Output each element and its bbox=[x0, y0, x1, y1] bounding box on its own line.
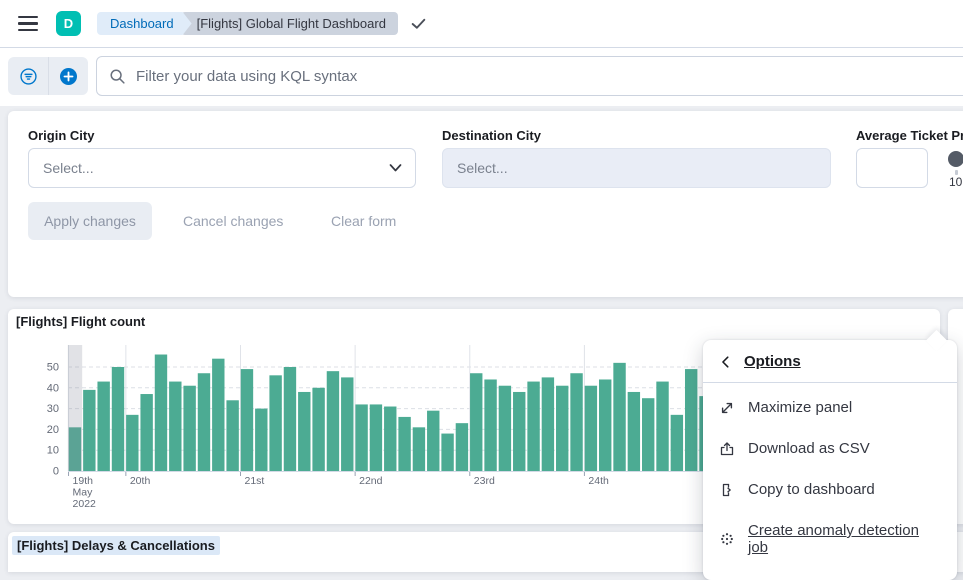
svg-text:22nd: 22nd bbox=[359, 475, 383, 487]
destination-city-select[interactable]: Select... bbox=[442, 148, 831, 188]
origin-city-placeholder: Select... bbox=[43, 160, 94, 176]
destination-city-placeholder: Select... bbox=[457, 160, 508, 176]
svg-text:May: May bbox=[73, 487, 94, 499]
svg-text:40: 40 bbox=[47, 382, 59, 394]
breadcrumb: Dashboard [Flights] Global Flight Dashbo… bbox=[97, 12, 398, 35]
menu-divider bbox=[703, 382, 957, 383]
svg-text:21st: 21st bbox=[244, 475, 264, 487]
svg-text:23rd: 23rd bbox=[474, 475, 495, 487]
maximize-icon bbox=[719, 400, 735, 416]
download-icon bbox=[719, 441, 735, 457]
menu-header-back[interactable]: Options bbox=[703, 340, 957, 382]
price-slider-min-label: 10 bbox=[949, 175, 963, 189]
menu-list: Maximize panel Download as CSV bbox=[703, 383, 957, 568]
price-slider-tick bbox=[955, 170, 958, 175]
price-slider-handle[interactable] bbox=[948, 151, 963, 167]
delays-panel-title[interactable]: [Flights] Delays & Cancellations bbox=[12, 536, 220, 555]
svg-text:20th: 20th bbox=[130, 475, 151, 487]
check-icon[interactable] bbox=[410, 15, 427, 32]
space-avatar[interactable]: D bbox=[56, 11, 81, 36]
copy-icon bbox=[719, 482, 735, 498]
menu-item-copy-to-dashboard[interactable]: Copy to dashboard bbox=[703, 469, 957, 510]
menu-hamburger-icon[interactable] bbox=[18, 16, 38, 31]
avg-ticket-price-label: Average Ticket Price bbox=[856, 128, 963, 143]
breadcrumb-current-dashboard[interactable]: [Flights] Global Flight Dashboard bbox=[180, 12, 398, 35]
svg-text:24th: 24th bbox=[588, 475, 609, 487]
menu-item-create-anomaly-job[interactable]: Create anomaly detection job bbox=[703, 510, 957, 568]
origin-city-label: Origin City bbox=[28, 128, 95, 143]
filter-button-group bbox=[8, 57, 88, 95]
svg-text:30: 30 bbox=[47, 403, 59, 415]
svg-text:50: 50 bbox=[47, 362, 59, 374]
query-bar: Filter your data using KQL syntax bbox=[0, 48, 963, 106]
add-filter-icon[interactable] bbox=[8, 57, 48, 95]
avg-ticket-price-input[interactable] bbox=[856, 148, 928, 188]
origin-city-select[interactable]: Select... bbox=[28, 148, 416, 188]
chevron-down-icon bbox=[389, 164, 402, 172]
menu-item-maximize-panel[interactable]: Maximize panel bbox=[703, 387, 957, 428]
breadcrumb-dashboard[interactable]: Dashboard bbox=[97, 12, 192, 35]
menu-item-label: Create anomaly detection job bbox=[748, 522, 919, 556]
chevron-left-icon bbox=[722, 355, 729, 368]
svg-text:20: 20 bbox=[47, 424, 59, 436]
apply-changes-button[interactable]: Apply changes bbox=[28, 202, 152, 240]
svg-text:10: 10 bbox=[47, 445, 59, 457]
clear-form-button[interactable]: Clear form bbox=[331, 202, 396, 240]
controls-panel: Origin City Destination City Average Tic… bbox=[8, 111, 963, 297]
svg-text:0: 0 bbox=[53, 466, 59, 478]
menu-title: Options bbox=[744, 353, 801, 370]
add-control-plus-icon[interactable] bbox=[48, 57, 88, 95]
machine-learning-icon bbox=[719, 531, 735, 547]
cancel-changes-button[interactable]: Cancel changes bbox=[183, 202, 283, 240]
flight-count-panel-title[interactable]: [Flights] Flight count bbox=[16, 314, 146, 329]
kql-placeholder: Filter your data using KQL syntax bbox=[136, 67, 358, 85]
menu-item-label: Maximize panel bbox=[748, 399, 853, 416]
search-icon bbox=[110, 68, 125, 84]
svg-text:19th: 19th bbox=[73, 475, 94, 487]
menu-item-download-csv[interactable]: Download as CSV bbox=[703, 428, 957, 469]
menu-item-label: Copy to dashboard bbox=[748, 481, 875, 498]
destination-city-label: Destination City bbox=[442, 128, 541, 143]
menu-item-label: Download as CSV bbox=[748, 440, 870, 457]
svg-text:2022: 2022 bbox=[73, 498, 97, 510]
panel-options-menu: Options Maximize panel Download bbox=[703, 329, 957, 580]
top-header: D Dashboard [Flights] Global Flight Dash… bbox=[0, 0, 963, 48]
kql-search-input[interactable]: Filter your data using KQL syntax bbox=[96, 56, 963, 96]
